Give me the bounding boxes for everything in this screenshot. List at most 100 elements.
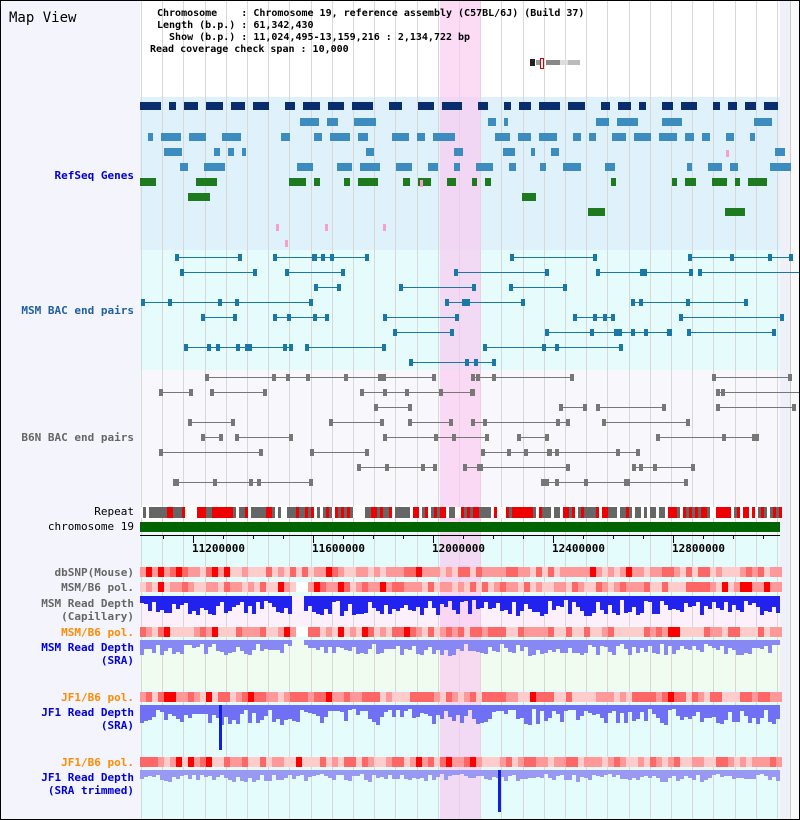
bac-end xyxy=(407,419,412,426)
polymorphism-cell xyxy=(608,567,614,577)
polymorphism-cell xyxy=(176,582,182,592)
polymorphism-cell xyxy=(158,692,164,702)
bac-end xyxy=(492,374,497,381)
polymorphism-cell xyxy=(152,627,158,637)
polymorphism-cell xyxy=(494,692,500,702)
repeat-block xyxy=(203,507,206,518)
axis-tick xyxy=(252,535,254,539)
polymorphism-cell xyxy=(674,627,680,637)
polymorphism-cell xyxy=(200,627,206,637)
gene-feature xyxy=(164,148,182,156)
read-depth-bar xyxy=(256,705,260,724)
read-depth-bar xyxy=(668,640,672,647)
read-depth-bar xyxy=(728,770,732,776)
repeat-block xyxy=(395,507,398,518)
polymorphism-cell xyxy=(374,582,380,592)
bac-end xyxy=(510,254,515,261)
bac-end xyxy=(656,434,661,441)
polymorphism-cell xyxy=(392,692,398,702)
read-depth-bar xyxy=(740,705,744,712)
polymorphism-cell xyxy=(278,582,284,592)
polymorphism-cell xyxy=(266,627,272,637)
read-depth-bar xyxy=(684,596,688,603)
bac-end-pair xyxy=(466,302,526,303)
read-depth-bar xyxy=(452,596,456,610)
repeat-block xyxy=(557,507,560,518)
polymorphism-cell xyxy=(224,757,230,767)
gene-feature xyxy=(148,133,153,141)
repeat-block xyxy=(674,507,677,518)
read-depth-bar xyxy=(464,596,468,601)
read-depth-bar xyxy=(332,770,336,780)
read-depth-bar xyxy=(536,640,540,650)
repeat-block xyxy=(608,507,611,518)
bac-end xyxy=(217,299,222,306)
read-depth-bar xyxy=(500,770,504,778)
read-depth-bar xyxy=(620,705,624,713)
polymorphism-cell xyxy=(380,692,386,702)
read-depth-bar xyxy=(348,770,352,782)
axis-label: 12800000 xyxy=(672,542,725,555)
bac-end-pair xyxy=(383,392,475,393)
repeat-block xyxy=(662,507,665,518)
polymorphism-cell xyxy=(668,692,674,702)
read-depth-bar xyxy=(716,770,720,775)
read-depth-bar xyxy=(416,705,420,717)
polymorphism-cell xyxy=(740,757,746,767)
polymorphism-cell xyxy=(236,567,242,577)
bac-end xyxy=(230,419,235,426)
read-depth-bar xyxy=(504,705,508,714)
read-depth-bar xyxy=(476,705,480,725)
read-depth-bar xyxy=(404,705,408,712)
read-depth-bar xyxy=(408,596,412,611)
polymorphism-cell xyxy=(752,627,758,637)
read-depth-bar xyxy=(228,705,232,725)
gene-feature xyxy=(748,178,768,186)
polymorphism-cell xyxy=(278,757,284,767)
bac-end-pair xyxy=(722,437,757,438)
polymorphism-cell xyxy=(338,582,344,592)
read-depth-bar xyxy=(504,596,508,610)
polymorphism-cell xyxy=(254,757,260,767)
bac-end-pair xyxy=(547,452,641,453)
repeat-block xyxy=(419,507,422,518)
bac-end xyxy=(438,389,443,396)
polymorphism-cell xyxy=(446,757,452,767)
repeat-block xyxy=(749,507,752,518)
read-depth-bar xyxy=(248,640,252,656)
repeat-block xyxy=(575,507,578,518)
read-depth-bar xyxy=(176,640,180,653)
read-depth-bar xyxy=(340,640,344,648)
read-depth-bar xyxy=(676,640,680,651)
bac-end xyxy=(313,284,318,291)
read-depth-bar xyxy=(488,770,492,781)
read-depth-bar xyxy=(380,596,384,614)
polymorphism-cell xyxy=(338,627,344,637)
repeat-block xyxy=(278,507,281,518)
repeat-block xyxy=(539,507,542,518)
read-depth-bar xyxy=(204,705,208,714)
read-depth-bar xyxy=(324,640,328,654)
polymorphism-cell xyxy=(452,627,458,637)
bac-end-pair xyxy=(249,482,313,483)
read-depth-bar xyxy=(320,640,324,647)
chromosome-ideogram[interactable] xyxy=(530,58,590,69)
repeat-block xyxy=(572,507,575,518)
read-depth-bar xyxy=(496,596,500,604)
bac-end xyxy=(507,449,512,456)
repeat-block xyxy=(344,507,347,518)
gene-feature xyxy=(180,163,189,171)
axis-tick xyxy=(342,535,344,539)
repeat-block xyxy=(386,507,389,518)
polymorphism-cell xyxy=(164,582,170,592)
read-depth-bar xyxy=(640,640,644,648)
bac-end-pair xyxy=(507,452,528,453)
repeat-block xyxy=(734,507,737,518)
read-depth-bar xyxy=(508,705,512,711)
read-depth-bar xyxy=(588,705,592,713)
read-depth-bar xyxy=(156,705,160,710)
read-depth-bar xyxy=(264,705,268,717)
read-depth-bar xyxy=(316,705,320,716)
bac-end xyxy=(583,404,588,411)
polymorphism-cell xyxy=(176,692,182,702)
